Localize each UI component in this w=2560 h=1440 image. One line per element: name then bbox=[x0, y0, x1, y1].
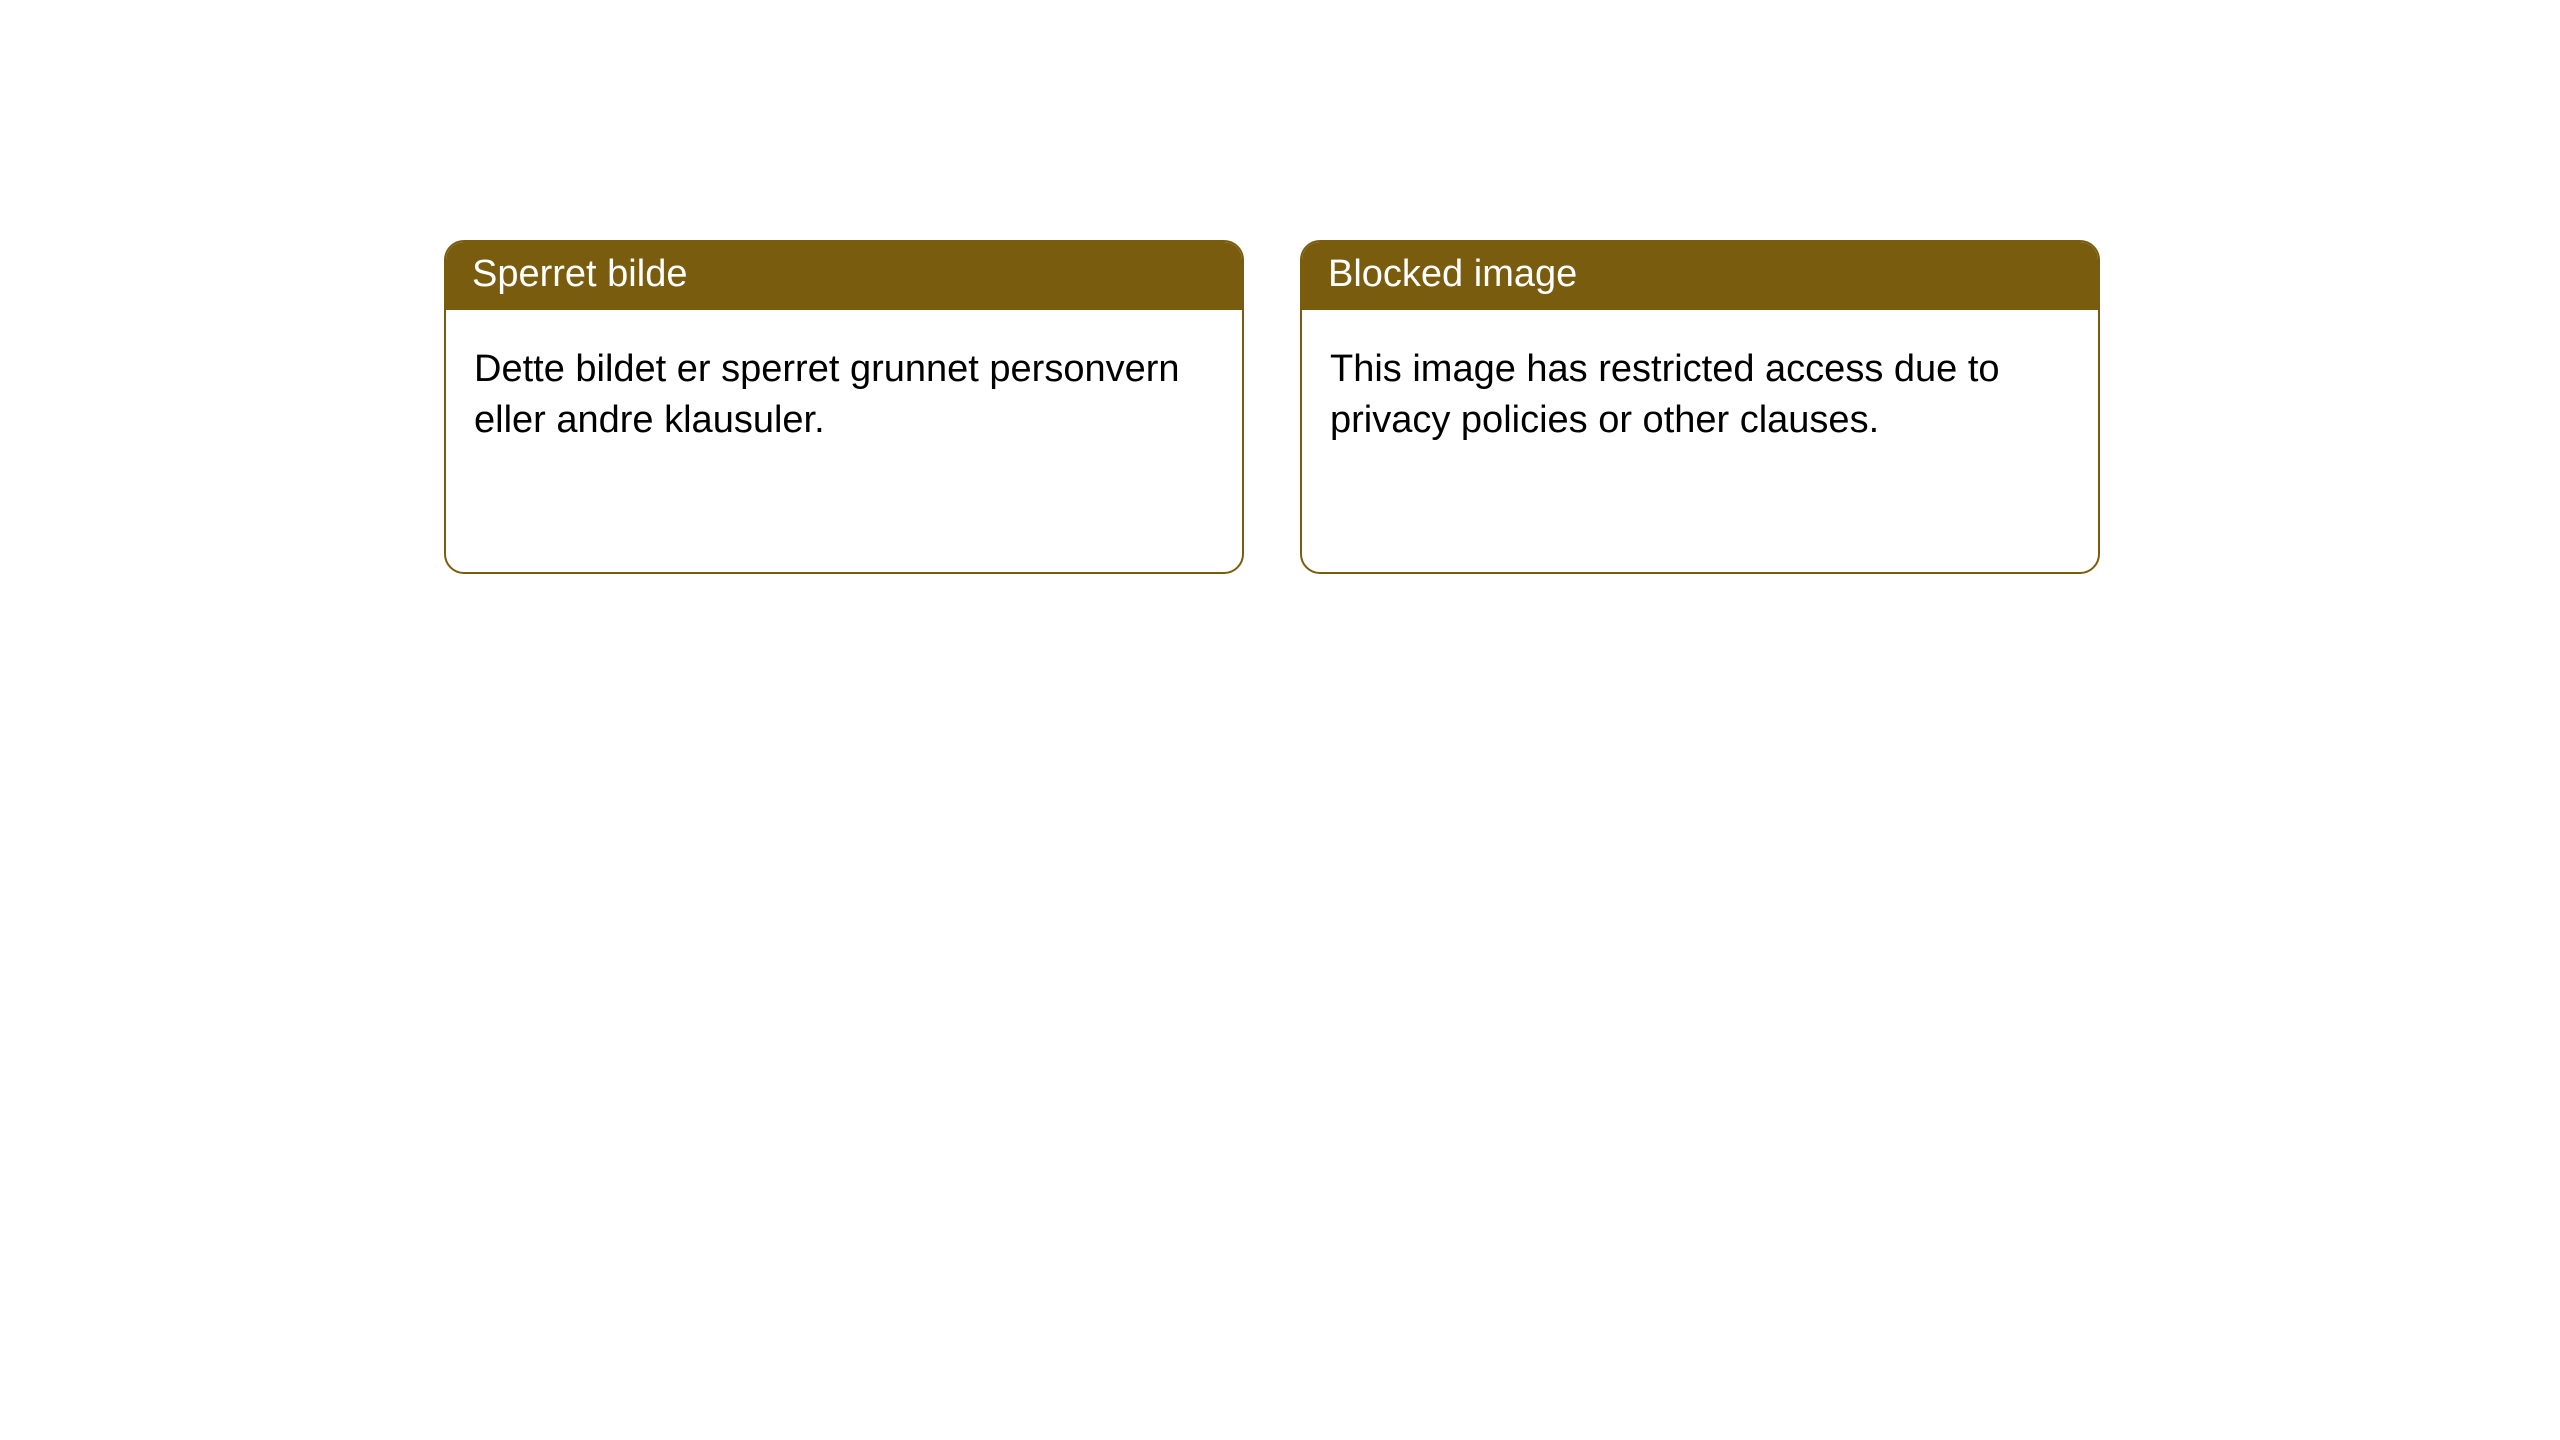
card-body: Dette bildet er sperret grunnet personve… bbox=[446, 310, 1242, 481]
card-header: Blocked image bbox=[1302, 242, 2098, 310]
card-title: Blocked image bbox=[1328, 253, 1577, 295]
card-body-text: This image has restricted access due to … bbox=[1330, 348, 2000, 441]
card-body: This image has restricted access due to … bbox=[1302, 310, 2098, 481]
notice-card-norwegian: Sperret bilde Dette bildet er sperret gr… bbox=[444, 240, 1244, 574]
card-header: Sperret bilde bbox=[446, 242, 1242, 310]
notice-cards-container: Sperret bilde Dette bildet er sperret gr… bbox=[0, 0, 2560, 574]
notice-card-english: Blocked image This image has restricted … bbox=[1300, 240, 2100, 574]
card-body-text: Dette bildet er sperret grunnet personve… bbox=[474, 348, 1180, 441]
card-title: Sperret bilde bbox=[472, 253, 687, 295]
